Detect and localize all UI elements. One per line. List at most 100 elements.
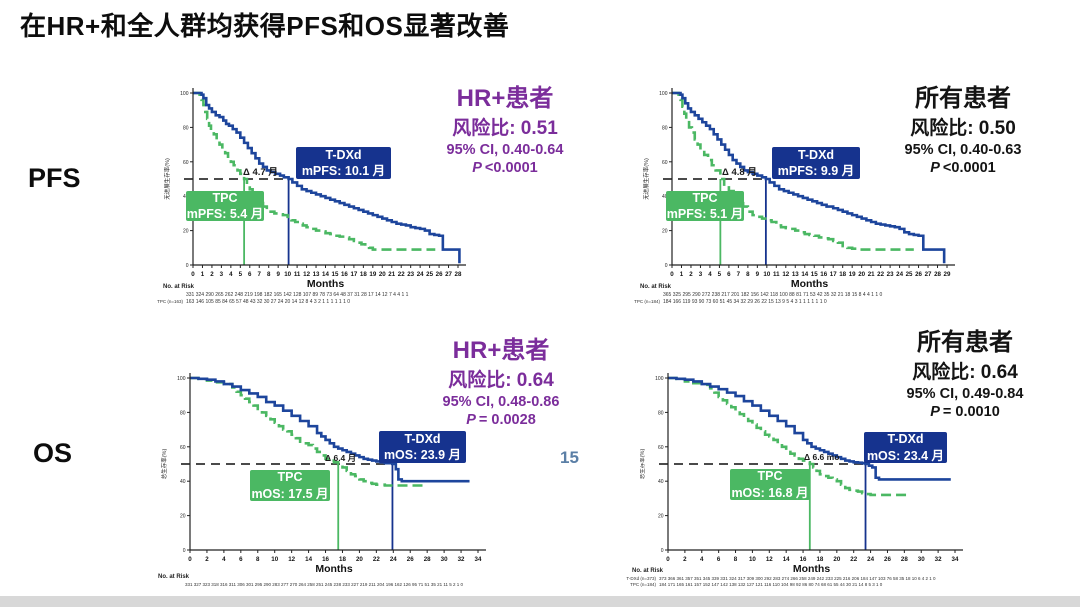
risk-table-pfs-hrplus: No. at Risk 331 324 290 265 262 248 219 … — [141, 284, 507, 305]
p-symbol: P — [930, 403, 940, 420]
arm-label: TPC — [212, 190, 238, 205]
risk-row-tpc: TPC (n=184) 184 166 119 93 90 73 60 51 4… — [618, 299, 990, 305]
svg-text:1: 1 — [201, 271, 205, 278]
svg-text:25: 25 — [426, 271, 433, 278]
risk-row-values: 163 146 105 85 84 65 57 48 43 32 30 27 2… — [186, 299, 351, 305]
svg-text:40: 40 — [180, 479, 186, 485]
p-symbol: P — [930, 159, 940, 176]
risk-row-values: 365 325 295 290 272 238 217 201 182 156 … — [663, 291, 883, 298]
arm-label: TPC — [692, 190, 718, 205]
stats-os-hrplus: HR+患者 风险比: 0.64 95% CI, 0.48-0.86 P = 0.0… — [394, 336, 608, 429]
risk-row-values: 331 327 323 318 316 311 306 301 295 290 … — [185, 581, 464, 587]
svg-text:34: 34 — [952, 556, 959, 563]
svg-text:20: 20 — [183, 229, 189, 235]
tpc-median-box-pfs-all: TPC mPFS: 5.1 月 — [666, 191, 744, 221]
arm-median: mOS: 23.9 月 — [383, 448, 462, 462]
arm-median: mOS: 23.4 月 — [866, 448, 945, 463]
risk-row-tdxd: 365 325 295 290 272 238 217 201 182 156 … — [618, 292, 990, 298]
arm-median: mOS: 16.8 月 — [731, 485, 809, 500]
risk-row-values: 331 324 290 265 262 248 219 198 182 165 … — [186, 291, 409, 298]
confidence-interval: 95% CI, 0.40-0.63 — [904, 141, 1022, 158]
svg-text:24: 24 — [896, 271, 903, 278]
risk-table-title: No. at Risk — [163, 284, 195, 290]
svg-text:18: 18 — [360, 271, 367, 278]
group-title: 所有患者 — [917, 329, 1013, 356]
svg-text:28: 28 — [901, 556, 908, 563]
svg-text:19: 19 — [849, 271, 856, 278]
svg-text:20: 20 — [356, 556, 363, 563]
svg-text:13: 13 — [313, 271, 320, 278]
arm-median: mPFS: 10.1 月 — [301, 164, 386, 178]
svg-text:1: 1 — [680, 271, 684, 278]
svg-text:Months: Months — [791, 278, 828, 290]
svg-text:34: 34 — [475, 556, 482, 563]
risk-row-tdxd: 331 324 290 265 262 248 219 198 182 165 … — [141, 292, 507, 298]
svg-text:26: 26 — [915, 271, 922, 278]
svg-text:18: 18 — [816, 556, 823, 563]
hazard-ratio: 风险比: 0.51 — [452, 118, 558, 139]
arm-median: mPFS: 5.1 月 — [666, 207, 744, 221]
svg-text:7: 7 — [258, 271, 262, 278]
hazard-ratio: 风险比: 0.64 — [448, 370, 554, 391]
p-number: = 0.0028 — [478, 411, 536, 428]
arm-median: mPFS: 9.9 月 — [777, 164, 855, 178]
svg-text:11: 11 — [294, 271, 301, 278]
p-number: <0.0001 — [484, 159, 538, 176]
svg-text:2: 2 — [689, 271, 693, 278]
confidence-interval: 95% CI, 0.40-0.64 — [446, 141, 564, 158]
svg-text:11: 11 — [773, 271, 780, 278]
svg-text:21: 21 — [388, 271, 395, 278]
risk-row-values: 184 166 119 93 90 73 60 51 45 34 32 29 2… — [663, 299, 827, 305]
km-panel-pfs-hrplus: 0204060801000123456789101112131415161718… — [160, 85, 505, 297]
stats-pfs-hrplus: HR+患者 风险比: 0.51 95% CI, 0.40-0.64 P <0.00… — [398, 84, 612, 177]
delta-label-os-all: Δ 6.6 mo — [804, 452, 840, 462]
arm-label: T-DXd — [404, 431, 441, 446]
svg-text:27: 27 — [445, 271, 452, 278]
svg-text:100: 100 — [180, 91, 189, 97]
svg-text:10: 10 — [763, 271, 770, 278]
arm-label: T-DXd — [325, 147, 362, 162]
svg-text:30: 30 — [441, 556, 448, 563]
svg-text:60: 60 — [183, 160, 189, 166]
svg-text:无进展生存率(%): 无进展生存率(%) — [163, 158, 171, 200]
svg-text:总生存率(%): 总生存率(%) — [640, 449, 646, 480]
risk-row-tdxd: T-DXd (n=373) 373 366 361 357 351 345 33… — [620, 576, 992, 581]
svg-text:Months: Months — [315, 563, 352, 575]
svg-text:20: 20 — [379, 271, 386, 278]
tdxd-median-box-os-hrplus: T-DXd mOS: 23.9 月 — [379, 431, 466, 463]
svg-text:8: 8 — [734, 556, 738, 563]
svg-text:6: 6 — [248, 271, 252, 278]
svg-text:0: 0 — [183, 548, 186, 554]
svg-text:4: 4 — [708, 271, 712, 278]
p-value: P <0.0001 — [856, 159, 1070, 177]
risk-row-label: T-DXd (n=373) — [626, 575, 656, 581]
svg-text:17: 17 — [830, 271, 837, 278]
row-label-pfs: PFS — [28, 163, 81, 193]
svg-text:22: 22 — [373, 556, 380, 563]
svg-text:无进展生存率(%): 无进展生存率(%) — [642, 158, 650, 200]
svg-text:0: 0 — [191, 271, 195, 278]
svg-text:23: 23 — [407, 271, 414, 278]
svg-text:20: 20 — [662, 229, 668, 235]
svg-text:28: 28 — [455, 271, 462, 278]
svg-text:60: 60 — [180, 445, 186, 451]
confidence-interval: 95% CI, 0.49-0.84 — [906, 385, 1024, 402]
arm-label: T-DXd — [797, 147, 835, 162]
svg-text:19: 19 — [369, 271, 376, 278]
risk-row-tpc: TPC (n=163) 163 146 105 85 84 65 57 48 4… — [141, 299, 507, 305]
svg-text:16: 16 — [322, 556, 329, 563]
svg-text:80: 80 — [658, 410, 664, 416]
arm-label: T-DXd — [887, 432, 924, 447]
svg-text:24: 24 — [390, 556, 397, 563]
svg-text:3: 3 — [220, 271, 224, 278]
km-chart-pfs-hrplus: 0204060801000123456789101112131415161718… — [163, 88, 466, 290]
svg-text:80: 80 — [180, 410, 186, 416]
svg-text:24: 24 — [867, 556, 874, 563]
svg-text:7: 7 — [737, 271, 741, 278]
svg-text:0: 0 — [670, 271, 674, 278]
svg-text:100: 100 — [177, 376, 186, 382]
svg-text:27: 27 — [925, 271, 932, 278]
svg-text:29: 29 — [944, 271, 951, 278]
